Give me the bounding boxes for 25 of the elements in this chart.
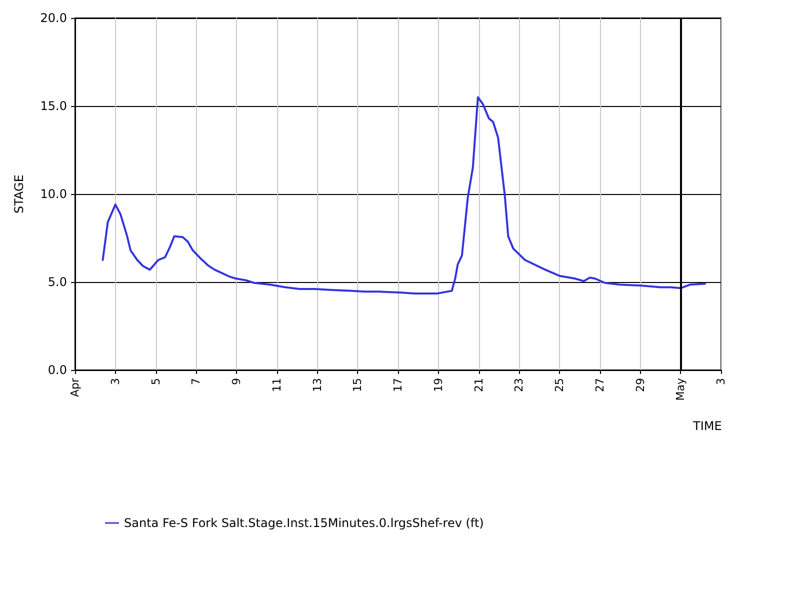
y-tick-label: 10.0 (40, 187, 67, 201)
x-tick-label: 5 (149, 378, 162, 385)
x-tick-label: 25 (553, 378, 566, 392)
y-axis-title: STAGE (12, 174, 26, 214)
y-tick-label: 15.0 (40, 99, 67, 113)
x-tick-label: 9 (230, 378, 243, 385)
legend-label: Santa Fe-S Fork Salt.Stage.Inst.15Minutes.0.lrgsShef-rev (ft) (124, 516, 484, 530)
x-tick-label: 21 (472, 378, 486, 392)
x-tick-label: May (674, 378, 688, 401)
x-tick-label: 29 (634, 378, 647, 392)
x-tick-label: 17 (392, 378, 404, 392)
x-tick-label: 19 (432, 378, 445, 392)
x-tick-label: 3 (714, 378, 728, 385)
x-tick-label: 23 (512, 378, 526, 392)
y-tick-label: 5.0 (48, 275, 67, 289)
x-axis-title: TIME (692, 419, 722, 433)
x-tick-label: 27 (593, 378, 606, 392)
x-tick-label: 15 (351, 378, 364, 392)
y-tick-label: 20.0 (40, 11, 67, 25)
x-tick-label: Apr (68, 378, 82, 398)
x-tick-label: 11 (270, 378, 284, 392)
x-tick-label: 3 (108, 378, 122, 385)
x-tick-label: 7 (190, 378, 203, 385)
x-tick-label: 13 (310, 378, 324, 392)
y-tick-label: 0.0 (48, 363, 67, 377)
